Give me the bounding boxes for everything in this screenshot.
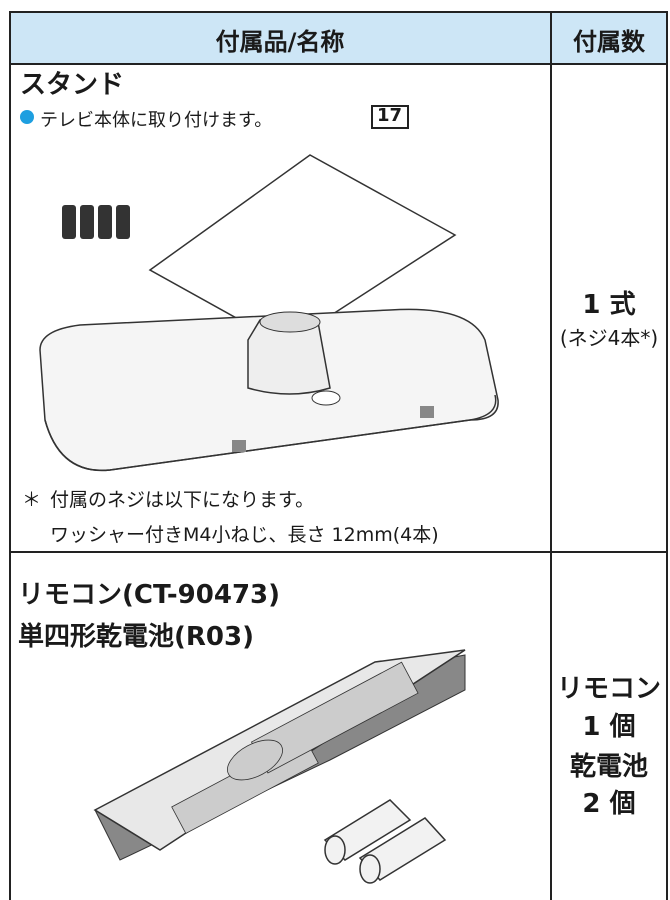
header-cell: 付属品/名称 bbox=[215, 28, 345, 56]
item-name: 単四形乾電池(R03) bbox=[18, 622, 254, 652]
page-ref: 17 bbox=[377, 105, 403, 126]
footnote: 付属のネジは以下になります。 bbox=[50, 489, 315, 511]
footnote-mark: ＊ bbox=[22, 489, 42, 511]
item-count: 2 個 bbox=[582, 789, 636, 819]
item-count: リモコン bbox=[556, 674, 662, 704]
item-name: リモコン(CT-90473) bbox=[18, 580, 281, 610]
item-count: 1 式 bbox=[582, 290, 636, 320]
item-note: テレビ本体に取り付けます。 bbox=[40, 110, 273, 131]
item-name: スタンド bbox=[20, 70, 125, 100]
item-count: 1 個 bbox=[582, 712, 636, 742]
header-cell: 付属数 bbox=[573, 28, 645, 56]
item-count: (ネジ4本*) bbox=[559, 326, 659, 350]
item-count: 乾電池 bbox=[569, 752, 649, 782]
footnote: ワッシャー付きM4小ねじ、長さ 12mm(4本) bbox=[50, 524, 439, 546]
